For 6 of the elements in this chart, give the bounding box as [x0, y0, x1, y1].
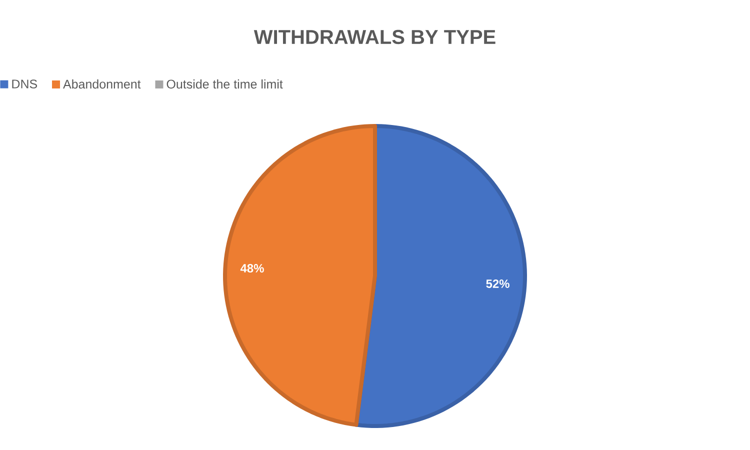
- data-label: 48%: [240, 264, 264, 273]
- legend-label: Abandonment: [63, 79, 141, 89]
- legend-label: Outside the time limit: [166, 79, 283, 89]
- data-label: 52%: [486, 279, 510, 288]
- legend-label: DNS: [12, 80, 38, 88]
- chart-title: WITHDRAWALS BY TYPE: [254, 30, 496, 44]
